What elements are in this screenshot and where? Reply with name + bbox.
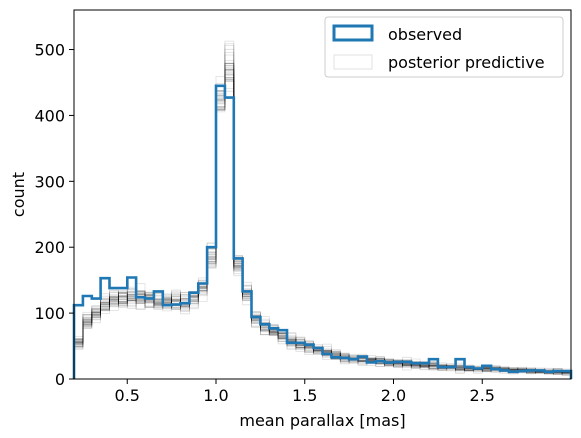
posterior-predictive-draw bbox=[73, 63, 572, 379]
legend-box bbox=[324, 16, 564, 78]
posterior-predictive-draw bbox=[73, 73, 572, 379]
posterior-predictive-draw bbox=[73, 63, 572, 379]
posterior-predictive-draws bbox=[73, 40, 572, 379]
posterior-predictive-draw bbox=[73, 43, 572, 379]
posterior-predictive-draw bbox=[73, 69, 572, 379]
posterior-predictive-draw bbox=[73, 48, 572, 379]
y-tick-label: 200 bbox=[34, 238, 65, 257]
posterior-predictive-draw bbox=[73, 70, 572, 379]
posterior-predictive-draw bbox=[73, 62, 572, 379]
x-tick-label: 1.5 bbox=[292, 386, 317, 405]
x-tick-label: 1.0 bbox=[203, 386, 228, 405]
x-tick-label: 2.0 bbox=[381, 386, 406, 405]
posterior-predictive-draw bbox=[73, 88, 572, 379]
posterior-predictive-draw bbox=[73, 74, 572, 379]
posterior-predictive-draw bbox=[73, 81, 572, 379]
posterior-predictive-draw bbox=[73, 68, 572, 379]
posterior-predictive-draw bbox=[73, 52, 572, 379]
legend-label-posterior-predictive: posterior predictive bbox=[388, 53, 545, 72]
x-tick-label: 0.5 bbox=[115, 386, 140, 405]
y-tick-label: 100 bbox=[34, 304, 65, 323]
y-axis-label: count bbox=[9, 172, 28, 217]
posterior-predictive-draw bbox=[73, 67, 572, 379]
posterior-predictive-draw bbox=[73, 83, 572, 379]
posterior-predictive-draw bbox=[73, 65, 572, 379]
posterior-predictive-draw bbox=[73, 79, 572, 379]
posterior-predictive-draw bbox=[73, 68, 572, 379]
x-axis-label: mean parallax [mas] bbox=[239, 411, 405, 430]
posterior-predictive-draw bbox=[73, 73, 572, 379]
x-tick-label: 2.5 bbox=[470, 386, 495, 405]
posterior-predictive-draw bbox=[73, 79, 572, 379]
posterior-predictive-draw bbox=[73, 62, 572, 379]
posterior-predictive-draw bbox=[73, 71, 572, 379]
legend-swatch-observed bbox=[332, 24, 374, 42]
posterior-predictive-draw bbox=[73, 69, 572, 379]
legend-label-observed: observed bbox=[388, 25, 462, 44]
posterior-predictive-draw bbox=[73, 76, 572, 379]
posterior-predictive-draw bbox=[73, 60, 572, 379]
observed-histogram-line bbox=[72, 84, 573, 379]
legend: observed posterior predictive bbox=[324, 16, 564, 78]
y-tick-label: 400 bbox=[34, 106, 65, 125]
posterior-predictive-draw bbox=[73, 76, 572, 379]
y-tick-label: 0 bbox=[55, 370, 65, 389]
posterior-predictive-draw bbox=[73, 79, 572, 379]
posterior-predictive-draw bbox=[73, 63, 572, 379]
posterior-predictive-draw bbox=[73, 54, 572, 379]
y-axis-ticks: 0 100 200 300 400 500 bbox=[34, 41, 74, 389]
posterior-predictive-draw bbox=[73, 45, 572, 379]
posterior-predictive-draw bbox=[73, 65, 572, 379]
y-tick-label: 300 bbox=[34, 172, 65, 191]
posterior-predictive-draw bbox=[73, 77, 572, 379]
posterior-predictive-draw bbox=[73, 78, 572, 379]
posterior-predictive-draw bbox=[73, 79, 572, 379]
posterior-predictive-draw bbox=[73, 77, 572, 379]
observed-series bbox=[72, 84, 573, 379]
legend-swatch-posterior-predictive bbox=[333, 54, 373, 70]
plot-frame bbox=[73, 9, 572, 380]
posterior-predictive-draw bbox=[73, 40, 572, 379]
posterior-predictive-draw bbox=[73, 68, 572, 379]
posterior-predictive-draw bbox=[73, 75, 572, 379]
posterior-predictive-draw bbox=[73, 70, 572, 379]
x-axis-ticks: 0.5 1.0 1.5 2.0 2.5 bbox=[115, 379, 495, 405]
y-tick-label: 500 bbox=[34, 41, 65, 60]
posterior-predictive-draw bbox=[73, 64, 572, 379]
